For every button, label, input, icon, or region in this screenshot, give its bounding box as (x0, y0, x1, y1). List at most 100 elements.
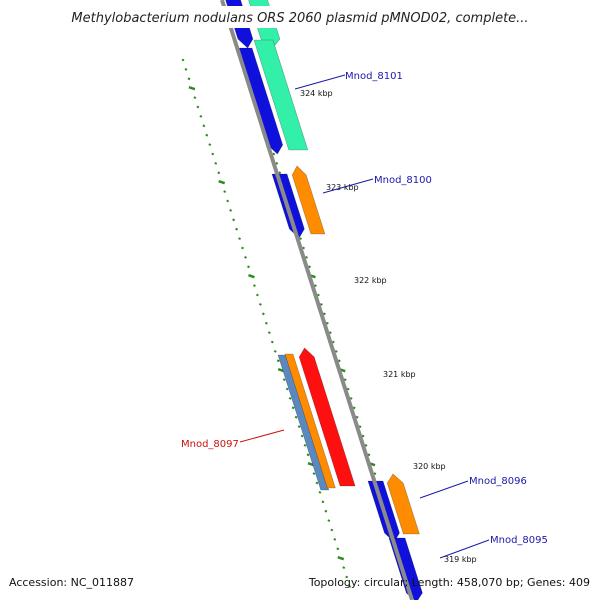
ruler-tick (312, 472, 316, 475)
ruler-tick (316, 293, 320, 297)
ruler-tick (337, 556, 345, 561)
ruler-tick (188, 86, 196, 91)
ruler-tick (358, 425, 362, 428)
ruler-tick (226, 199, 230, 203)
ruler-tick (318, 491, 322, 494)
ruler-tick (258, 303, 262, 306)
gene-label-mnod-8100[interactable]: Mnod_8100 (374, 175, 432, 186)
ruler-tick (255, 293, 259, 297)
ruler-tick (276, 359, 280, 363)
ruler-tick (232, 218, 236, 222)
ruler-tick (331, 340, 335, 344)
ruler-tick (308, 265, 311, 269)
ruler-tick (342, 566, 346, 569)
gene-arrow-steel[interactable] (277, 354, 330, 491)
ruler-tick (305, 256, 308, 259)
ruler-tick (324, 509, 328, 513)
ruler-tick (330, 528, 334, 532)
ruler-tick (297, 425, 301, 428)
ruler-tick (306, 453, 310, 457)
scale-label-324: 324 kbp (300, 89, 333, 98)
ruler-tick (346, 387, 350, 391)
leader-line-mnod-8095 (439, 539, 490, 559)
gene-label-mnod-8101[interactable]: Mnod_8101 (345, 71, 403, 82)
gene-label-mnod-8096[interactable]: Mnod_8096 (469, 476, 527, 487)
ruler-tick (211, 152, 215, 156)
ruler-tick (278, 171, 282, 175)
ruler-tick (261, 312, 265, 316)
ruler-tick (248, 274, 255, 279)
map-title: Methylobacterium nodulans ORS 2060 plasm… (71, 11, 528, 26)
gene-arrow-red[interactable] (298, 347, 356, 487)
ruler-tick (302, 246, 305, 250)
ruler-tick (343, 378, 347, 381)
scale-label-319: 319 kbp (444, 555, 477, 564)
ruler-tick (267, 331, 271, 334)
ruler-tick (187, 77, 191, 81)
gene-arrow-teal[interactable] (253, 39, 309, 151)
ruler-tick (275, 162, 279, 165)
ruler-tick (336, 547, 340, 551)
leader-line-mnod-8096 (419, 480, 469, 499)
ruler-tick (328, 331, 332, 334)
ruler-tick (334, 350, 338, 353)
ruler-tick (361, 434, 365, 438)
ruler-tick (214, 162, 218, 165)
ruler-tick (285, 387, 289, 391)
accession-text: Accession: NC_011887 (9, 576, 134, 589)
ruler-tick (349, 397, 353, 400)
ruler-tick (235, 227, 239, 231)
gene-arrow-orange[interactable] (386, 473, 420, 535)
ruler-tick (300, 434, 304, 438)
ruler-tick (345, 575, 349, 579)
ruler-tick (272, 152, 276, 156)
ruler-tick (202, 124, 206, 128)
ruler-tick (229, 209, 233, 212)
ruler-tick (184, 68, 188, 71)
ruler-tick (273, 350, 277, 353)
leader-line-mnod-8100 (322, 178, 374, 194)
leader-line-mnod-8097 (239, 429, 285, 443)
ruler-tick (196, 105, 200, 109)
ruler-tick (223, 190, 227, 193)
ruler-tick (288, 397, 292, 400)
ruler-tick (313, 284, 317, 287)
ruler-tick (322, 312, 326, 316)
gene-arrow-orange[interactable] (284, 353, 336, 489)
ruler-tick (373, 472, 377, 475)
ruler-tick (264, 321, 268, 325)
ruler-tick (315, 481, 319, 485)
gene-arrow-orange[interactable] (291, 165, 326, 235)
title-background (55, 6, 545, 28)
ruler-tick (355, 415, 359, 419)
ruler-tick (327, 519, 331, 522)
ruler-tick (252, 284, 256, 287)
scale-label-321: 321 kbp (383, 370, 416, 379)
summary-text: Topology: circular; Length: 458,070 bp; … (308, 576, 590, 589)
ruler-tick (337, 359, 341, 363)
ruler-tick (217, 171, 221, 175)
scale-label-320: 320 kbp (413, 462, 446, 471)
ruler-tick (333, 538, 337, 541)
ruler-tick (282, 378, 286, 381)
ruler-tick (364, 444, 368, 447)
gene-label-mnod-8095[interactable]: Mnod_8095 (490, 535, 548, 546)
ruler-tick (244, 256, 247, 259)
ruler-tick (193, 96, 197, 99)
ruler-tick (367, 453, 371, 457)
gene-label-mnod-8097[interactable]: Mnod_8097 (181, 439, 239, 450)
ruler-tick (352, 406, 356, 410)
ruler-tick (208, 143, 212, 146)
ruler-tick (321, 500, 325, 504)
ruler-tick (299, 237, 303, 240)
ruler-tick (270, 340, 274, 344)
ruler-tick (291, 406, 295, 410)
ruler-tick (319, 303, 323, 306)
ruler-tick (303, 444, 307, 447)
scale-label-322: 322 kbp (354, 276, 387, 285)
ruler-tick (205, 133, 209, 137)
ruler-tick (181, 58, 185, 62)
sequence-backbone (220, 0, 414, 600)
leader-line-mnod-8101 (294, 74, 346, 90)
